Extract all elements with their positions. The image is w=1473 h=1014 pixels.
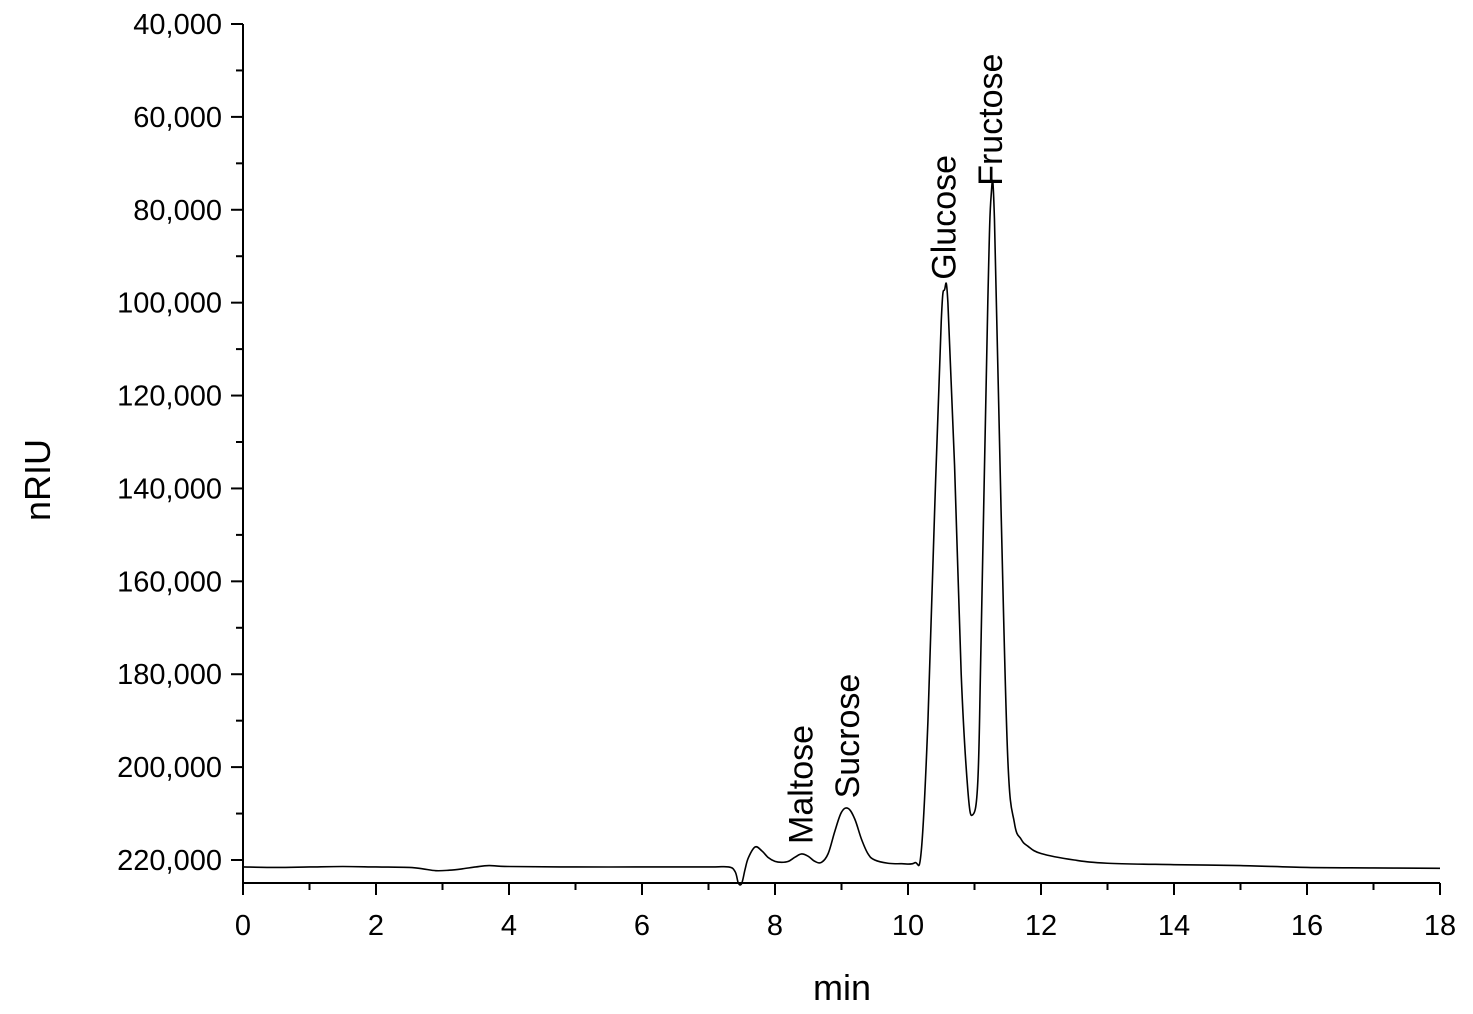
x-tick-label: 0: [235, 910, 251, 942]
peak-label-maltose: Maltose: [783, 725, 821, 844]
peak-label-sucrose: Sucrose: [829, 674, 867, 799]
ticks: [231, 23, 1441, 895]
y-tick-label: 180,000: [117, 659, 222, 691]
peak-label-fructose: Fructose: [972, 54, 1010, 186]
x-tick-label: 2: [368, 910, 384, 942]
series: [242, 179, 1441, 886]
y-axis-title: nRIU: [17, 439, 58, 521]
y-tick-label: 120,000: [117, 381, 222, 413]
x-tick-label: 16: [1291, 910, 1323, 942]
x-tick-label: 4: [501, 910, 517, 942]
tick-labels: 0 2 4 6 8 10 12 14 16 18 40,000 60,000 80,000 100,000…: [117, 9, 1456, 942]
x-axis-title: min: [813, 967, 871, 1008]
y-tick-label: 60,000: [133, 102, 222, 134]
x-tick-label: 10: [892, 910, 924, 942]
y-tick-label: 140,000: [117, 473, 222, 505]
x-tick-label: 8: [767, 910, 783, 942]
y-tick-label: 100,000: [117, 288, 222, 320]
y-tick-label: 200,000: [117, 752, 222, 784]
y-tick-label: 160,000: [117, 566, 222, 598]
x-tick-label: 18: [1424, 910, 1456, 942]
x-tick-label: 14: [1158, 910, 1190, 942]
series-line-0: [242, 179, 1441, 886]
x-tick-label: 12: [1025, 910, 1057, 942]
x-tick-label: 6: [634, 910, 650, 942]
y-tick-label: 220,000: [117, 845, 222, 877]
peak-label-glucose: Glucose: [926, 155, 964, 280]
y-tick-label: 40,000: [133, 9, 222, 41]
y-tick-label: 80,000: [133, 195, 222, 227]
